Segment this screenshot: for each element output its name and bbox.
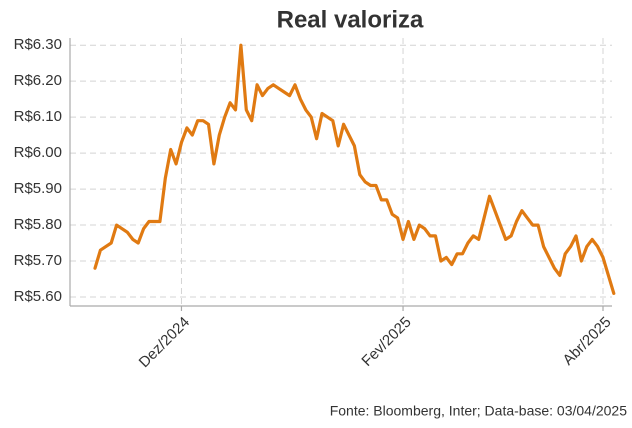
y-tick-label: R$5.70 xyxy=(14,252,62,269)
y-tick-label: R$5.90 xyxy=(14,180,62,197)
x-tick-label: Dez/2024 xyxy=(136,314,193,371)
y-tick-label: R$6.20 xyxy=(14,72,62,89)
x-tick-label: Abr/2025 xyxy=(560,314,615,369)
y-tick-label: R$5.60 xyxy=(14,288,62,305)
source-note: Fonte: Bloomberg, Inter; Data-base: 03/0… xyxy=(330,403,628,419)
y-tick-label: R$6.30 xyxy=(14,36,62,53)
y-tick-label: R$5.80 xyxy=(14,216,62,233)
y-tick-label: R$6.10 xyxy=(14,108,62,125)
chart-title: Real valoriza xyxy=(277,6,424,33)
x-tick-label: Fev/2025 xyxy=(358,314,414,370)
y-tick-label: R$6.00 xyxy=(14,144,62,161)
data-line xyxy=(93,43,616,295)
